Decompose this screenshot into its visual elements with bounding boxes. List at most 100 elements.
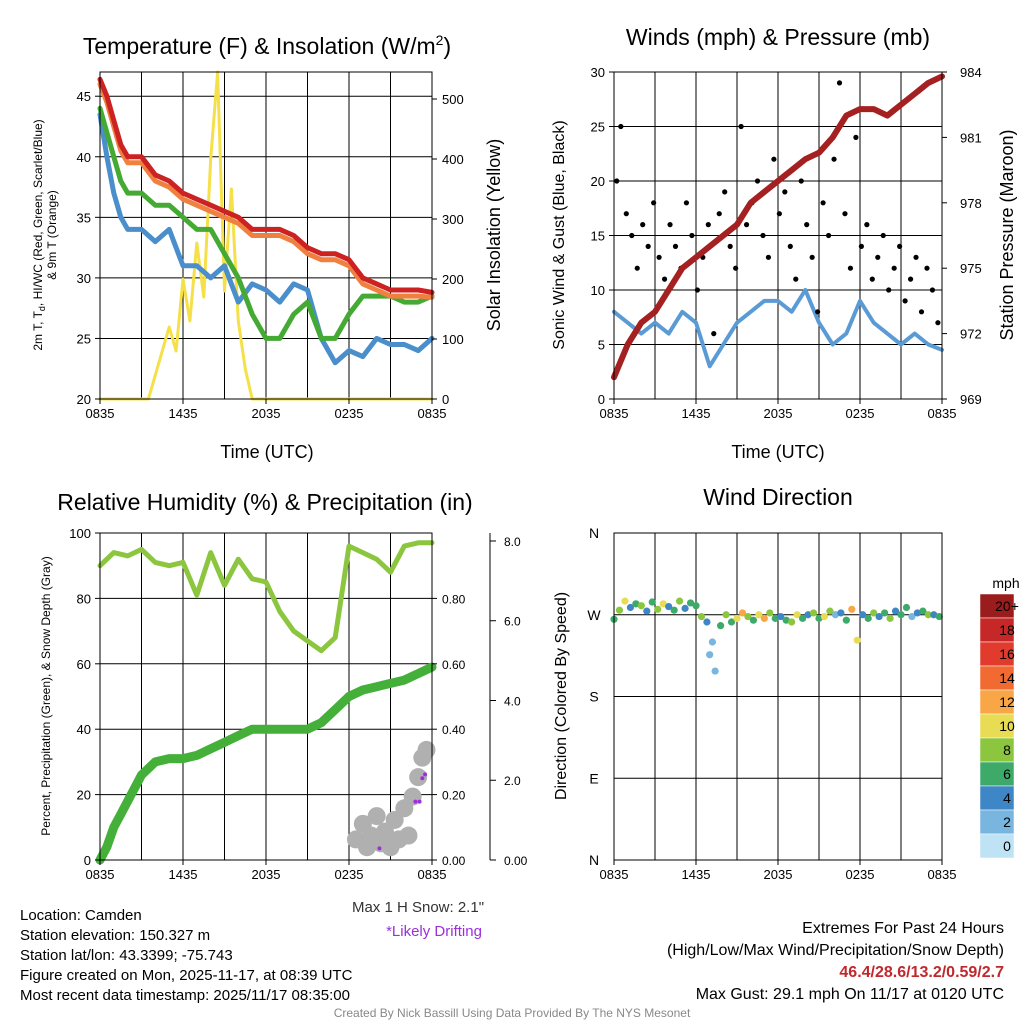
- direction-point: [782, 616, 790, 624]
- direction-point: [654, 605, 662, 613]
- legend-label-4: 12: [999, 694, 1015, 710]
- gust-point: [727, 243, 733, 249]
- direction-point: [908, 612, 916, 621]
- pressure-ytick-label-3: 978: [960, 196, 982, 211]
- direction-ytick-label-0: N: [589, 525, 599, 541]
- pressure-line: [611, 73, 945, 381]
- direction-point: [727, 618, 736, 626]
- humidity-panel: Relative Humidity (%) & Precipitation (i…: [39, 489, 528, 940]
- direction-point: [615, 606, 624, 614]
- direction-point: [788, 618, 796, 626]
- humidity-xtick-label-2: 2035: [252, 867, 281, 882]
- temperature-ytick-label-4: 40: [77, 150, 91, 165]
- direction-point: [648, 598, 656, 606]
- snow-depth-point: [409, 768, 428, 787]
- legend-swatch-8: [979, 785, 1015, 811]
- winds-ytick-label-0: 0: [598, 392, 605, 407]
- gust-point: [924, 265, 930, 271]
- direction-point: [749, 616, 758, 624]
- gust-point: [869, 276, 875, 282]
- speed-legend: 20+ 18 16 14 12 10 8 6 4 2 0: [979, 593, 1019, 859]
- gust-point: [651, 200, 657, 206]
- location-text: Location: Camden: [20, 907, 142, 924]
- direction-point: [771, 614, 779, 622]
- insolation-ytick-label-4: 400: [442, 152, 464, 167]
- direction-point: [897, 611, 905, 619]
- direction-point: [632, 600, 640, 608]
- gust-point: [858, 243, 864, 249]
- gust-point: [825, 232, 832, 239]
- sonic-wind-line: [612, 288, 944, 369]
- legend-swatch-10: [979, 833, 1015, 859]
- gust-point: [634, 265, 640, 271]
- legend-swatch-9: [979, 809, 1015, 835]
- humidity-ytick-label-3: 60: [77, 657, 91, 672]
- wind-direction-chart-title: Wind Direction: [703, 484, 853, 510]
- humidity-xtick-label-0: 0835: [86, 867, 115, 882]
- winds-series: [611, 73, 945, 381]
- direction-point: [637, 602, 645, 610]
- wind-direction-xtick-label-3: 0235: [846, 867, 875, 882]
- direction-point: [697, 612, 706, 621]
- direction-point: [766, 609, 774, 617]
- humidity-ytick-label-1: 20: [77, 788, 91, 803]
- temperature-panel: Temperature (F) & Insolation (W/m2) 0835…: [31, 32, 504, 462]
- extremes-title: Extremes For Past 24 Hours: [802, 920, 1004, 937]
- speed-legend-title: mph: [992, 575, 1019, 591]
- direction-point: [804, 611, 812, 619]
- direction-point: [815, 614, 823, 622]
- wind-direction-grid: [613, 533, 943, 860]
- winds-xlabel: Time (UTC): [731, 442, 824, 462]
- direction-point: [755, 611, 763, 619]
- humidity-ytick-label-5: 100: [69, 526, 91, 541]
- precip-ytick-label-3: 0.60: [442, 658, 466, 672]
- humidity-series: [95, 540, 437, 865]
- direction-point: [793, 611, 801, 619]
- temperature-xtick-label-0: 0835: [86, 406, 115, 421]
- gust-point: [629, 232, 635, 239]
- precipitation-line: [95, 662, 437, 865]
- pressure-ytick-label-5: 984: [960, 65, 982, 80]
- temperature-line-0: [97, 76, 435, 295]
- direction-point: [930, 611, 938, 619]
- gust-point: [842, 211, 848, 217]
- recent-data-text: Most recent data timestamp: 2025/11/17 0…: [20, 987, 350, 1004]
- legend-swatch-7: [979, 761, 1015, 787]
- wind-direction-xtick-label-0: 0835: [600, 867, 629, 882]
- direction-point: [881, 609, 889, 617]
- direction-point: [919, 607, 927, 615]
- direction-point: [820, 612, 829, 621]
- direction-point: [670, 606, 678, 614]
- direction-point: [848, 605, 856, 613]
- humidity-grid: [99, 533, 433, 860]
- pressure-ytick-label-2: 975: [960, 261, 982, 276]
- winds-xtick-label-3: 0235: [846, 406, 875, 421]
- temperature-line-2: [97, 105, 435, 341]
- gust-point: [886, 287, 892, 293]
- snow-depth-point: [399, 826, 418, 845]
- gust-point: [836, 80, 843, 86]
- direction-point: [853, 636, 861, 644]
- insolation-line: [98, 70, 434, 401]
- snow-depth-point: [367, 807, 386, 826]
- pressure-ytick-label-0: 969: [960, 392, 982, 407]
- legend-label-1: 18: [999, 622, 1015, 638]
- gust-point: [847, 265, 854, 271]
- gust-point: [804, 222, 810, 228]
- humidity-xtick-label-4: 0835: [418, 867, 447, 882]
- winds-grid: [613, 72, 943, 399]
- legend-swatch-4: [979, 689, 1015, 715]
- direction-point: [692, 602, 700, 610]
- drifting-point: [423, 772, 428, 777]
- winds-xtick-label-2: 2035: [764, 406, 793, 421]
- figure-created-text: Figure created on Mon, 2025-11-17, at 08…: [20, 967, 353, 984]
- wind-direction-xtick-label-1: 1435: [682, 867, 711, 882]
- gust-point: [765, 254, 772, 260]
- temperature-xtick-label-3: 0235: [335, 406, 364, 421]
- legend-swatch-0: [979, 593, 1015, 619]
- gust-point: [733, 265, 739, 271]
- winds-ticks: 0835 1435 2035 0235 083505101520253096997297…: [591, 65, 982, 421]
- drifting-point: [377, 846, 382, 851]
- wind-direction-ylabel: Direction (Colored By Speed): [553, 592, 570, 800]
